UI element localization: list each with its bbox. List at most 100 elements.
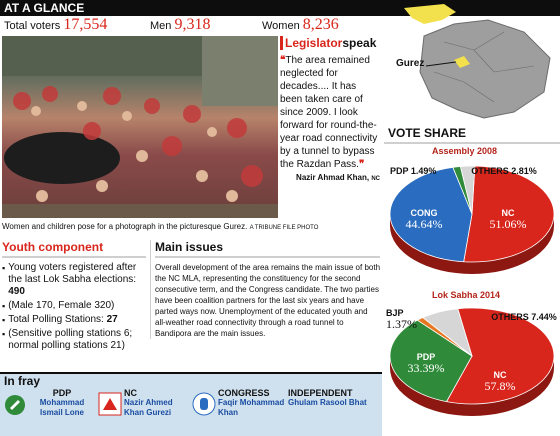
young-voters-label: Young voters registered after the last L… xyxy=(8,262,137,285)
total-voters-value: 17,554 xyxy=(63,16,108,33)
candidate-party: PDP xyxy=(52,388,72,398)
candidate-name: Nazir Ahmed Khan Gurezi xyxy=(124,398,173,417)
kashmir-map-shape xyxy=(419,19,551,119)
candidate-name: Faqir Mohammad Khan xyxy=(218,398,285,417)
crowd-photo-illustration xyxy=(2,36,278,218)
youth-list: ▪ Young voters registered after the last… xyxy=(2,262,146,352)
pdp-pen-inkpot-icon xyxy=(5,395,25,415)
list-item: ▪ (Sensitive polling stations 6; normal … xyxy=(2,328,146,352)
candidate-party: CONGRESS xyxy=(218,388,270,398)
in-fray-section: In fray PDP Mohammad Ismail Lone NC Nazi… xyxy=(0,372,382,436)
main-issues-title: Main issues xyxy=(155,240,224,254)
legislator-quote-text: The area remained neglected for decades.… xyxy=(280,55,378,170)
vote-share-title: VOTE SHARE xyxy=(388,126,467,140)
pie-label-bjp: BJP xyxy=(386,308,404,318)
legislator-quote: ❝The area remained neglected for decades… xyxy=(280,54,380,171)
jk-map xyxy=(404,4,551,119)
pie-slice-others xyxy=(459,165,476,215)
close-quote-icon: ❞ xyxy=(358,159,365,170)
men-value: 9,318 xyxy=(174,16,211,33)
vote-share-rule xyxy=(384,142,560,144)
women-label: Women xyxy=(262,20,300,32)
page-title: AT A GLANCE xyxy=(4,1,85,15)
photo-credit: A TRIBUNE FILE PHOTO xyxy=(249,225,319,231)
main-issues-text: Overall development of the area remains … xyxy=(155,263,381,338)
gurez-region-shape xyxy=(404,4,456,24)
crowd-photo xyxy=(2,36,278,218)
list-item-text: (Sensitive polling stations 6; normal po… xyxy=(8,328,133,351)
gurez-highlight xyxy=(454,56,470,68)
total-voters-stat: Total voters 17,554 xyxy=(4,16,107,34)
bullet-square-icon: ▪ xyxy=(2,263,6,273)
candidate-card: NC Nazir Ahmed Khan Gurezi xyxy=(98,388,190,418)
pie-depth-wall xyxy=(390,214,554,274)
open-quote-icon: ❝ xyxy=(280,55,286,66)
legislator-speak-box: Legislatorspeak ❝The area remained negle… xyxy=(280,36,380,218)
polling-stations-label: Total Polling Stations: xyxy=(8,314,107,325)
pie-label-cong: CONG xyxy=(411,208,438,218)
pie-slice-pdp xyxy=(389,319,473,403)
list-item-text: Total Polling Stations: 27 xyxy=(8,314,118,326)
pie-value-pdp: 33.39% xyxy=(408,361,445,375)
congress-hand-icon xyxy=(192,392,216,416)
pie-value-nc: 51.06% xyxy=(490,217,527,231)
women-stat: Women 8,236 xyxy=(262,16,339,34)
pie-label-pdp: PDP 1.49% xyxy=(390,166,436,176)
candidate-card: PDP Mohammad Ismail Lone xyxy=(4,388,96,418)
youth-component-title: Youth component xyxy=(2,240,104,254)
legislator-name: Nazir Ahmad Khan, NC xyxy=(280,173,380,182)
bullet-square-icon: ▪ xyxy=(2,329,6,339)
pie-label-nc: NC xyxy=(494,370,507,380)
candidate-party: NC xyxy=(124,388,137,398)
candidate-card: INDEPENDENT Ghulam Rasool Bhat xyxy=(288,388,380,408)
list-item: ▪ Young voters registered after the last… xyxy=(2,262,146,298)
pie-slice-others xyxy=(422,308,473,358)
list-item-text: Young voters registered after the last L… xyxy=(8,262,146,298)
pie-value-nc: 57.8% xyxy=(485,379,516,393)
caption-text: Women and children pose for a photograph… xyxy=(2,222,248,231)
pie-label-pdp: PDP xyxy=(417,352,436,362)
main-issues-section: Main issues Overall development of the a… xyxy=(150,240,380,339)
pie-label-nc: NC xyxy=(502,208,515,218)
polling-stations-value: 27 xyxy=(106,314,118,325)
map-pointer-line xyxy=(425,61,457,67)
issues-rule xyxy=(155,256,380,258)
candidate-party: INDEPENDENT xyxy=(288,388,353,398)
total-voters-label: Total voters xyxy=(4,20,61,32)
candidate-name: Mohammad Ismail Lone xyxy=(39,398,85,417)
young-voters-value: 490 xyxy=(8,286,25,297)
candidate-card: CONGRESS Faqir Mohammad Khan xyxy=(192,388,286,418)
pie-label-others: OTHERS 7.44% xyxy=(491,312,557,322)
legislator-title-b: speak xyxy=(342,36,377,50)
pie-value-bjp: 1.37% xyxy=(386,317,417,331)
legislator-title-a: Legislator xyxy=(285,36,343,50)
women-value: 8,236 xyxy=(302,16,339,33)
candidate-name: Ghulam Rasool Bhat xyxy=(288,398,367,407)
youth-rule xyxy=(2,256,146,258)
youth-component-section: Youth component ▪ Young voters registere… xyxy=(2,240,146,352)
loksabha-2014-title: Lok Sabha 2014 xyxy=(432,290,501,300)
list-item-text: (Male 170, Female 320) xyxy=(8,300,115,311)
pie-label-others: OTHERS 2.81% xyxy=(471,166,537,176)
pie-value-cong: 44.64% xyxy=(406,217,443,231)
photo-caption: Women and children pose for a photograph… xyxy=(2,222,318,231)
legislator-party: NC xyxy=(371,176,380,182)
men-stat: Men 9,318 xyxy=(150,16,210,34)
list-item: ▪ Total Polling Stations: 27 xyxy=(2,314,146,326)
men-label: Men xyxy=(150,20,172,32)
list-item: ▪ (Male 170, Female 320) xyxy=(2,300,146,312)
legislator-name-text: Nazir Ahmad Khan, xyxy=(296,173,370,182)
bullet-square-icon: ▪ xyxy=(2,315,6,325)
nc-plough-icon xyxy=(98,392,122,416)
bullet-square-icon: ▪ xyxy=(2,301,6,311)
pie-depth-wall xyxy=(390,356,554,416)
pie-slice-nc xyxy=(445,307,555,405)
assembly-2008-title: Assembly 2008 xyxy=(432,146,498,156)
legislator-speak-title: Legislatorspeak xyxy=(280,36,380,50)
pie-slice-nc xyxy=(463,165,555,263)
in-fray-title: In fray xyxy=(4,374,41,388)
pie-slice-cong xyxy=(389,166,473,263)
map-label-gurez: Gurez xyxy=(396,58,425,69)
